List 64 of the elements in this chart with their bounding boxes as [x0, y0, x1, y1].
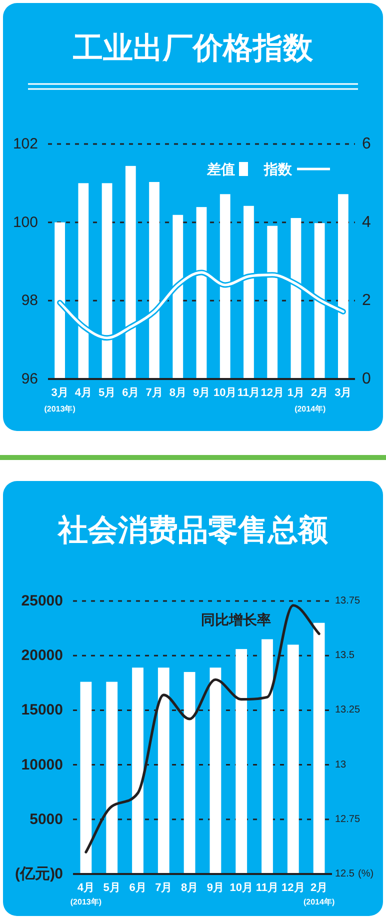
y-tick-label: 100: [12, 214, 38, 231]
chart-title: 工业出厂价格指数: [72, 32, 314, 65]
bar: [287, 644, 299, 874]
legend-label: 指数: [263, 161, 293, 177]
x-tick-label: 8月: [169, 387, 186, 399]
x-tick-label: 4月: [77, 882, 95, 894]
y2-tick-label: 6: [362, 136, 371, 152]
bar: [106, 682, 118, 874]
x-tick-label: 3月: [51, 387, 68, 399]
x-tick-label: 12月: [260, 387, 284, 399]
y-tick-label: 5000: [30, 810, 63, 828]
bar: [184, 672, 196, 874]
x-tick-label: 2月: [310, 882, 328, 894]
y-tick-label: 96: [21, 370, 38, 388]
x-tick-label: 5月: [98, 387, 116, 399]
bar: [80, 682, 92, 874]
y2-tick-label: 12.5: [335, 868, 355, 880]
y2-tick-label: 13.5: [335, 650, 355, 662]
x-tick-label: 6月: [129, 882, 146, 894]
x-tick-label: 5月: [103, 882, 120, 894]
y2-tick-label: 13.25: [335, 704, 360, 716]
bar: [132, 668, 144, 874]
text: (2014年): [294, 404, 326, 414]
y2-tick-label: 0: [362, 370, 371, 388]
x-tick-label: 8月: [180, 882, 198, 894]
x-tick-label: 11月: [256, 882, 279, 894]
y-axis-title: (亿元): [15, 866, 55, 882]
text: (2013年): [44, 404, 76, 414]
y-tick-label: 15000: [21, 702, 63, 719]
x-tick-label: 7月: [155, 882, 172, 894]
x-tick-label: 11月: [237, 387, 260, 399]
series-label: 同比增长率: [201, 611, 272, 628]
y2-tick-label: 13.75: [335, 596, 360, 606]
x-tick-label: 9月: [192, 387, 210, 399]
x-tick-label: 10月: [230, 882, 253, 894]
text: (2014年): [303, 898, 335, 906]
y-tick-label: 98: [21, 292, 38, 310]
x-tick-label: 3月: [334, 387, 352, 399]
x-tick-label: 9月: [206, 882, 224, 894]
y-tick-label: 102: [12, 136, 38, 152]
y-tick-label: 20000: [21, 647, 63, 664]
x-tick-label: 6月: [122, 387, 140, 399]
bar: [236, 649, 248, 874]
y2-tick-label: 4: [362, 214, 371, 231]
y2-tick-label: 12.75: [335, 814, 360, 825]
legend-label: 差值: [206, 161, 235, 177]
x-tick-label: 2月: [311, 387, 328, 399]
y2-tick-label: 13: [335, 759, 347, 770]
text: (2013年): [70, 898, 102, 906]
x-tick-label: 4月: [74, 387, 92, 399]
x-tick-label: 1月: [287, 387, 305, 399]
y-tick-label: 0: [54, 866, 63, 882]
x-tick-label: 7月: [146, 387, 163, 399]
y-tick-label: 10000: [21, 756, 63, 774]
bar: [158, 668, 170, 874]
y2-axis-title: (%): [358, 868, 374, 880]
bar: [262, 639, 273, 874]
x-tick-label: 10月: [213, 387, 237, 399]
x-tick-label: 12月: [282, 882, 305, 894]
y2-tick-label: 2: [362, 292, 371, 310]
y-tick-label: 25000: [21, 592, 63, 610]
chart-title: 社会消费品零售总额: [57, 513, 328, 547]
bar: [210, 668, 222, 874]
bar: [313, 622, 325, 874]
